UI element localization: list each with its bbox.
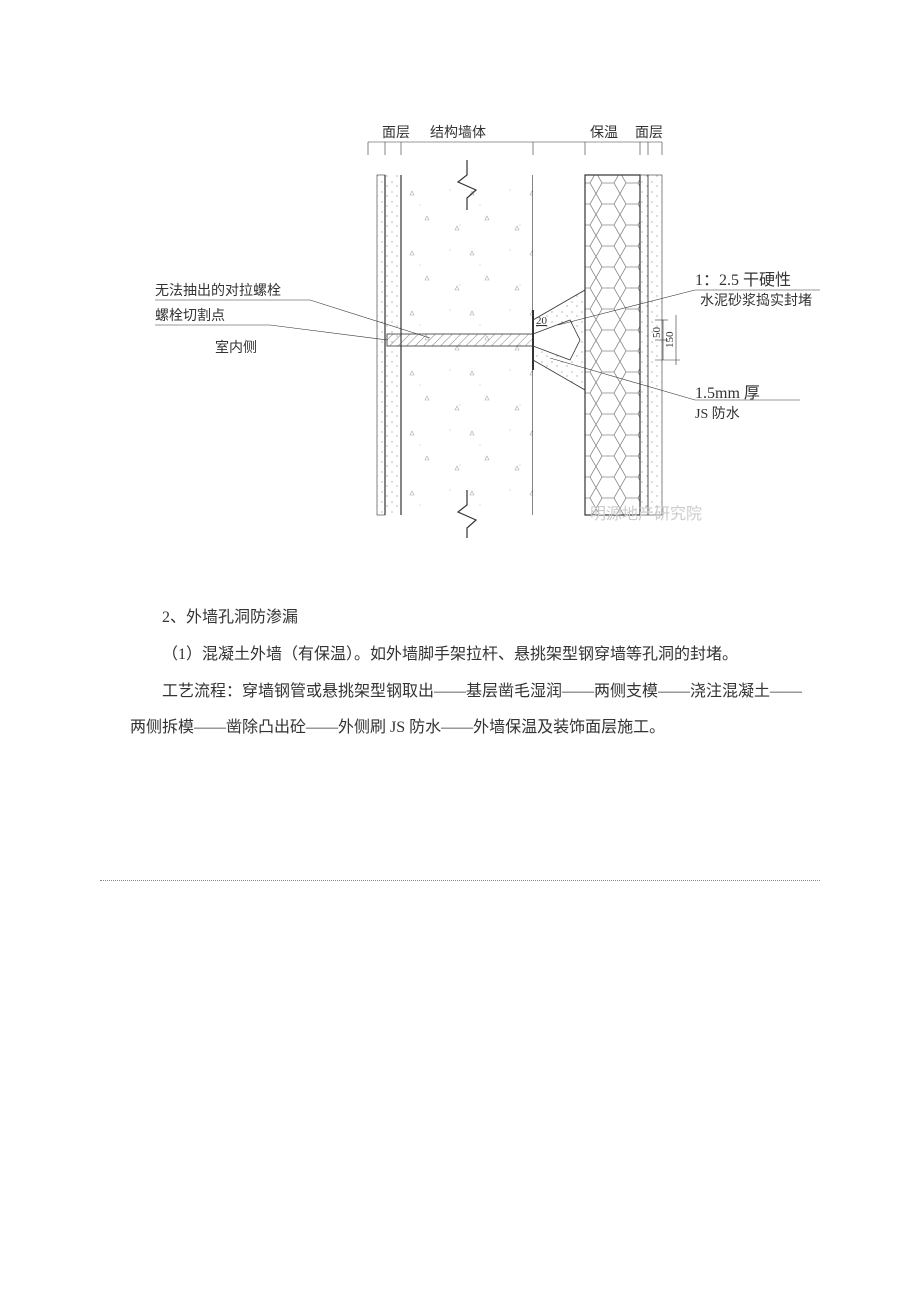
paragraph-2: 工艺流程：穿墙钢管或悬挑架型钢取出——基层凿毛湿润——两侧支模——浇注混凝土——…: [130, 674, 810, 748]
dim-20: 20: [536, 315, 548, 327]
annot-mortar-1: 1：2.5 干硬性: [695, 271, 791, 289]
diagram-svg: 面层 结构墙体 保温 面层: [140, 120, 840, 540]
left-finish-layer: [377, 175, 385, 515]
wall-section-diagram: 面层 结构墙体 保温 面层: [140, 120, 840, 540]
right-finish-layer: [640, 175, 648, 515]
label-left-finish: 面层: [382, 126, 410, 141]
annot-js-2: JS 防水: [695, 406, 740, 422]
dim-150: 150: [664, 331, 676, 348]
annot-bolt-stuck: 无法抽出的对拉螺栓: [155, 283, 281, 299]
annot-mortar-2: 水泥砂浆捣实封堵: [700, 292, 812, 309]
document-text: 2、外墙孔洞防渗漏 （1）混凝土外墙（有保温）。如外墙脚手架拉杆、悬挑架型钢穿墙…: [130, 600, 810, 747]
right-render: [648, 175, 662, 515]
label-wall: 结构墙体: [430, 125, 486, 141]
paragraph-1: （1）混凝土外墙（有保温）。如外墙脚手架拉杆、悬挑架型钢穿墙等孔洞的封堵。: [130, 637, 810, 674]
annot-interior-side: 室内侧: [215, 339, 257, 356]
page-footer-line: [100, 880, 820, 881]
label-insulation: 保温: [590, 125, 618, 141]
insulation-layer: [585, 175, 640, 515]
annot-cut-point: 螺栓切割点: [155, 307, 225, 324]
annot-js-1: 1.5mm 厚: [695, 385, 760, 402]
watermark: 明源地产研究院: [590, 500, 702, 524]
heading-2: 2、外墙孔洞防渗漏: [130, 600, 810, 637]
dim-50: 50: [651, 327, 663, 339]
label-right-finish: 面层: [635, 126, 663, 141]
